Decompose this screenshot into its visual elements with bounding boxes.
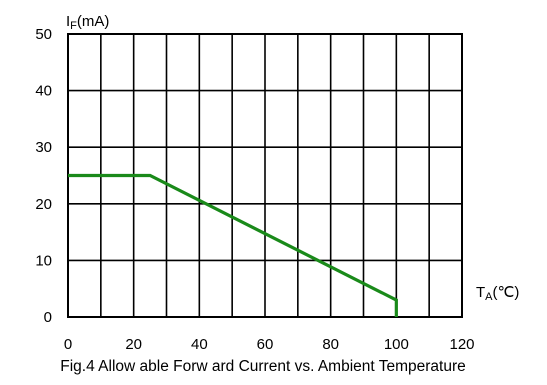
y-tick-labels: 0 10 20 30 40 50 xyxy=(35,26,52,326)
x-tick-label: 20 xyxy=(125,336,142,353)
y-tick-label: 10 xyxy=(35,252,52,269)
figure-caption: Fig.4 Allow able Forw ard Current vs. Am… xyxy=(60,358,465,375)
series-line xyxy=(68,173,398,317)
y-tick-label: 40 xyxy=(35,83,52,100)
x-axis-label-sub: A xyxy=(485,291,493,303)
x-tick-label: 120 xyxy=(449,336,474,353)
x-axis-label-main: T xyxy=(476,284,485,301)
y-axis-label-unit: (mA) xyxy=(77,13,110,30)
x-tick-label: 60 xyxy=(257,336,274,353)
y-tick-label: 20 xyxy=(35,196,52,213)
y-tick-label: 50 xyxy=(35,26,52,43)
y-axis-label-main: I xyxy=(66,13,70,30)
x-axis-label: TA(℃) xyxy=(476,284,519,303)
x-tick-label: 80 xyxy=(322,336,339,353)
y-axis-label: IF(mA) xyxy=(66,13,109,32)
series-group xyxy=(68,173,398,317)
x-tick-label: 0 xyxy=(64,336,72,353)
x-axis-label-unit: (℃) xyxy=(493,284,520,301)
y-tick-label: 30 xyxy=(35,139,52,156)
x-tick-labels: 0 20 40 60 80 100 120 xyxy=(64,336,475,353)
x-tick-label: 100 xyxy=(384,336,409,353)
y-axis-label-sub: F xyxy=(70,20,77,32)
y-tick-label: 0 xyxy=(44,309,52,326)
x-tick-label: 40 xyxy=(191,336,208,353)
